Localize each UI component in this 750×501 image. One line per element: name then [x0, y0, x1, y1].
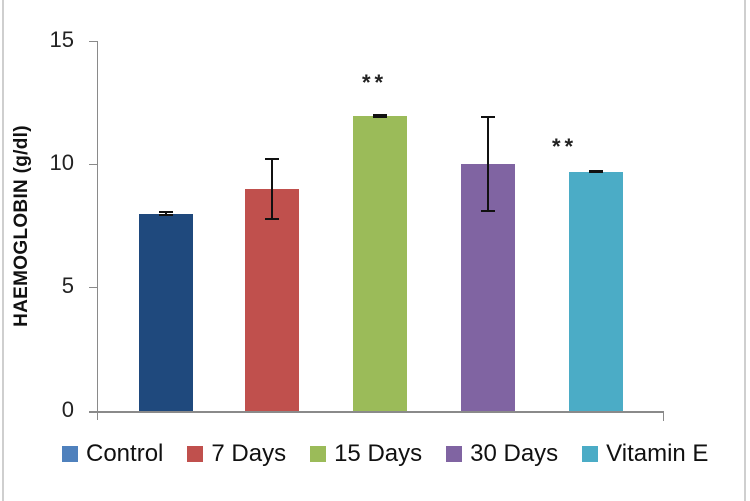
error-cap-bottom-15-days — [373, 116, 387, 119]
legend-label-control: Control — [86, 440, 164, 467]
y-tick-mark-5 — [89, 287, 97, 288]
significance-marker-vitamin-e: ** — [552, 134, 578, 159]
legend-item-30-days: 30 Days — [446, 440, 558, 468]
legend-item-15-days: 15 Days — [310, 440, 422, 468]
error-cap-top-15-days — [373, 114, 387, 116]
y-tick-10: 10 — [49, 150, 74, 175]
legend-label-vitamin-e: Vitamin E — [606, 440, 709, 467]
bar-7-days — [245, 189, 299, 411]
y-tick-mark-10 — [89, 164, 97, 165]
error-cap-top-30-days — [481, 116, 495, 119]
legend-label-7-days: 7 Days — [211, 440, 287, 467]
significance-marker-15-days: ** — [362, 70, 388, 95]
error-bar-15-days — [379, 115, 381, 118]
y-tick-0: 0 — [61, 397, 74, 422]
legend-item-control: Control — [62, 440, 163, 468]
legend-label-15-days: 15 Days — [334, 440, 423, 467]
error-cap-bottom-30-days — [481, 210, 495, 213]
legend-swatch-control — [62, 446, 78, 462]
legend-item-vitamin-e: Vitamin E — [582, 440, 708, 468]
error-cap-top-7-days — [265, 158, 279, 161]
bar-vitamin-e — [569, 171, 623, 411]
y-axis-line — [97, 41, 98, 420]
y-tick-mark-15 — [89, 41, 97, 42]
x-axis-end-tick — [663, 411, 664, 421]
y-tick-5: 5 — [61, 273, 74, 298]
legend-item-7-days: 7 Days — [187, 440, 286, 468]
error-bar-30-days — [487, 117, 489, 212]
bar-control — [139, 213, 193, 411]
error-cap-bottom-control — [159, 213, 173, 216]
error-bar-control — [165, 212, 167, 215]
bar-15-days — [353, 116, 407, 411]
error-cap-bottom-vitamin-e — [589, 171, 603, 174]
legend-swatch-15-days — [310, 446, 327, 462]
legend-label-30-days: 30 Days — [470, 440, 559, 467]
error-cap-bottom-7-days — [265, 217, 279, 220]
legend-swatch-vitamin-e — [582, 446, 599, 462]
legend-swatch-7-days — [187, 446, 204, 462]
legend: Control 7 Days 15 Days 30 Days Vitamin E — [62, 440, 708, 468]
error-cap-top-vitamin-e — [589, 169, 603, 172]
y-axis-label: HAEMOGLOBIN (g/dl) — [11, 125, 32, 327]
error-cap-top-control — [159, 211, 173, 214]
error-bar-7-days — [271, 159, 273, 219]
legend-swatch-30-days — [446, 446, 463, 462]
x-axis-line — [89, 411, 664, 413]
y-tick-15: 15 — [49, 27, 74, 52]
